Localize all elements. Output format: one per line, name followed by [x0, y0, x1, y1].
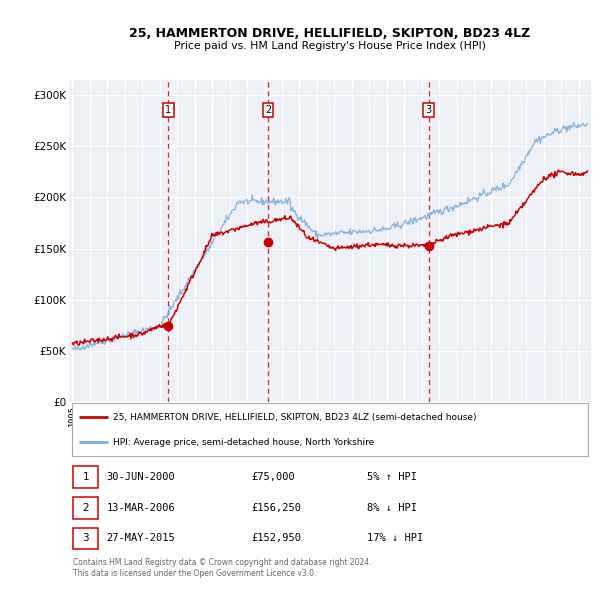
- Text: 25, HAMMERTON DRIVE, HELLIFIELD, SKIPTON, BD23 4LZ (semi-detached house): 25, HAMMERTON DRIVE, HELLIFIELD, SKIPTON…: [113, 412, 477, 422]
- Text: 5% ↑ HPI: 5% ↑ HPI: [367, 472, 416, 482]
- Text: £156,250: £156,250: [252, 503, 302, 513]
- Text: £152,950: £152,950: [252, 533, 302, 543]
- Text: £75,000: £75,000: [252, 472, 295, 482]
- FancyBboxPatch shape: [73, 527, 98, 549]
- FancyBboxPatch shape: [71, 404, 589, 456]
- Text: 27-MAY-2015: 27-MAY-2015: [107, 533, 175, 543]
- Text: 8% ↓ HPI: 8% ↓ HPI: [367, 503, 416, 513]
- Text: 1: 1: [166, 105, 172, 115]
- Text: 1: 1: [82, 472, 89, 482]
- Text: 3: 3: [82, 533, 89, 543]
- FancyBboxPatch shape: [73, 497, 98, 519]
- Text: 3: 3: [425, 105, 431, 115]
- Text: 30-JUN-2000: 30-JUN-2000: [107, 472, 175, 482]
- Text: HPI: Average price, semi-detached house, North Yorkshire: HPI: Average price, semi-detached house,…: [113, 438, 374, 447]
- Text: 17% ↓ HPI: 17% ↓ HPI: [367, 533, 423, 543]
- Text: Contains HM Land Registry data © Crown copyright and database right 2024.
This d: Contains HM Land Registry data © Crown c…: [73, 558, 371, 578]
- FancyBboxPatch shape: [73, 466, 98, 488]
- Text: 13-MAR-2006: 13-MAR-2006: [107, 503, 175, 513]
- Text: Price paid vs. HM Land Registry's House Price Index (HPI): Price paid vs. HM Land Registry's House …: [174, 41, 486, 51]
- Text: 2: 2: [265, 105, 271, 115]
- Text: 25, HAMMERTON DRIVE, HELLIFIELD, SKIPTON, BD23 4LZ: 25, HAMMERTON DRIVE, HELLIFIELD, SKIPTON…: [130, 27, 530, 40]
- Text: 2: 2: [82, 503, 89, 513]
